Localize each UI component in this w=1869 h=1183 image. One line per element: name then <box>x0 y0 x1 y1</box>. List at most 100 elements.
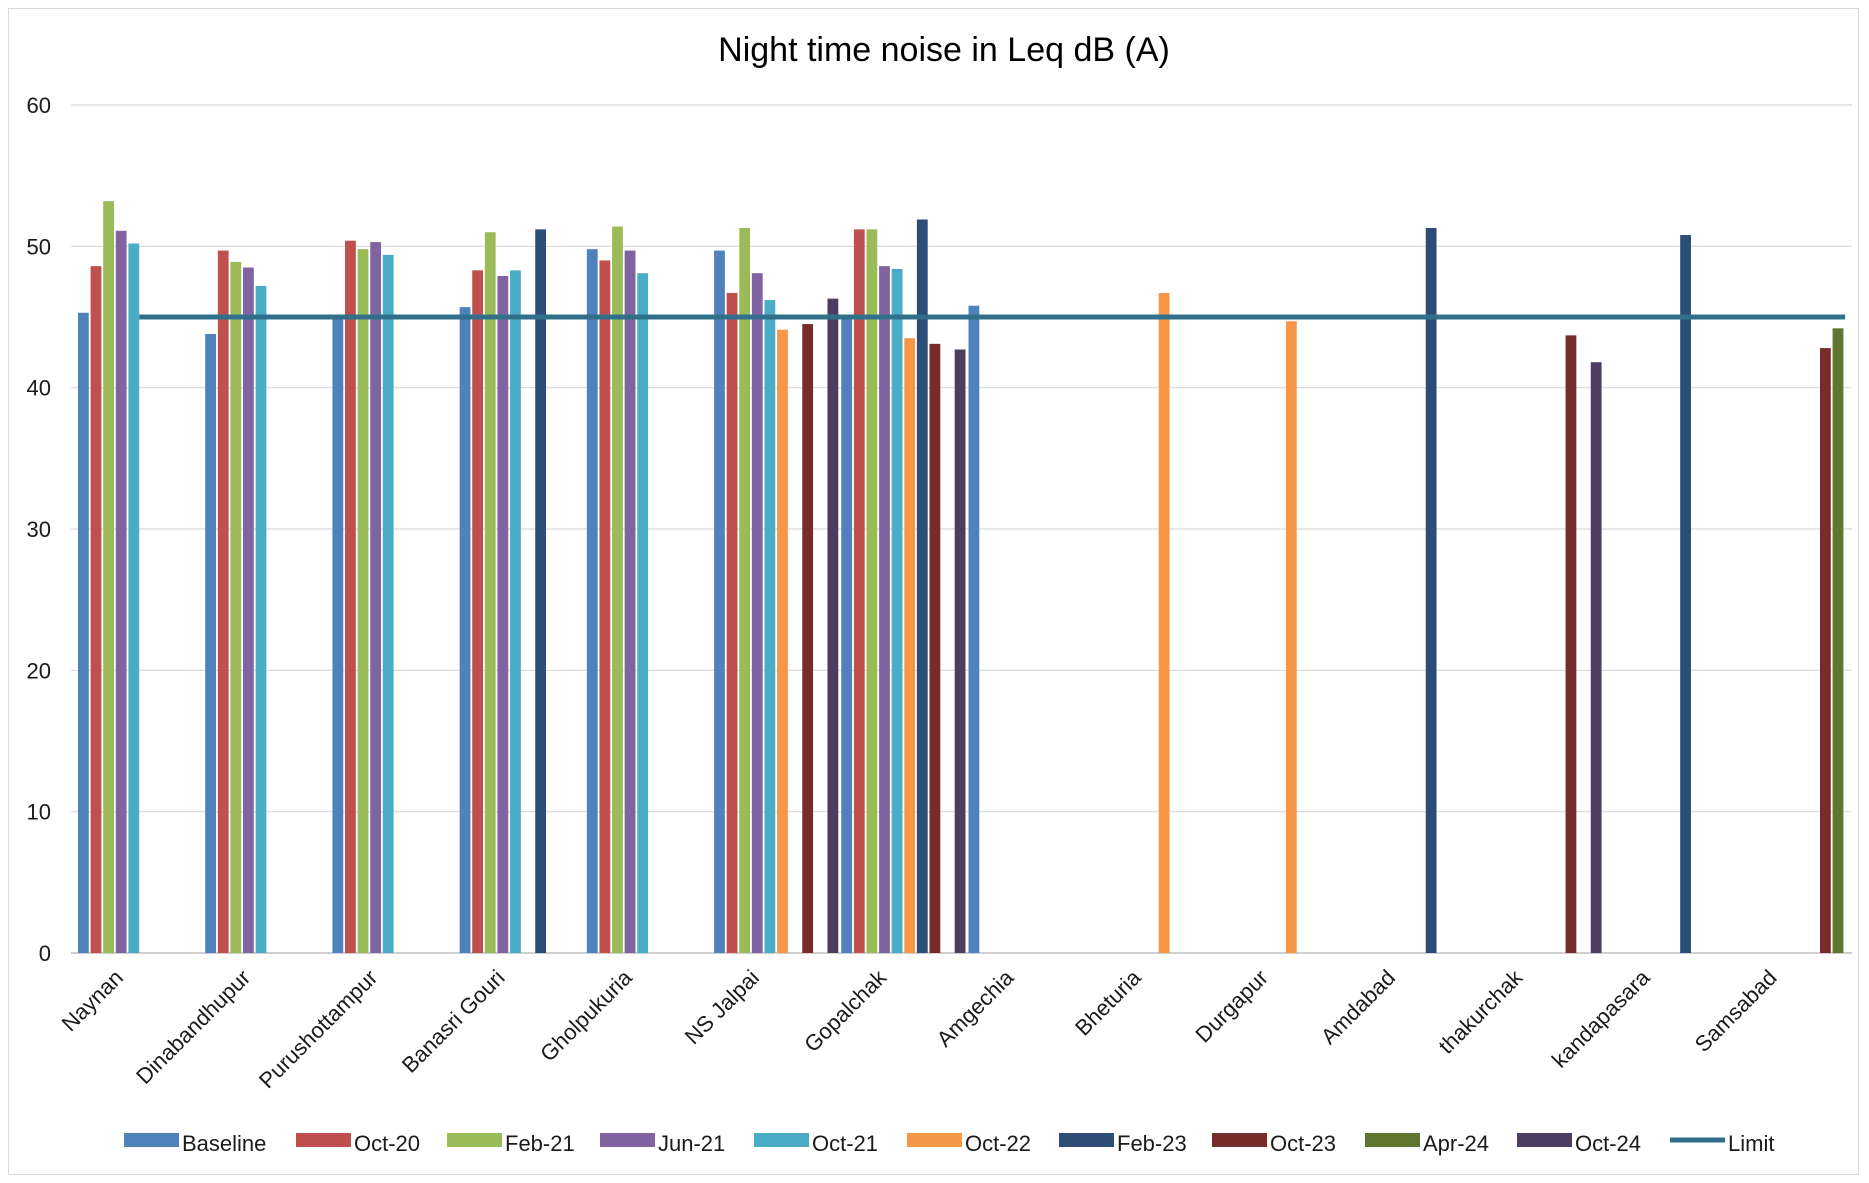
bar-oct-22-6 <box>904 338 916 953</box>
x-tick-label: thakurchak <box>1434 964 1528 1058</box>
bar-feb-21-4 <box>612 226 623 954</box>
bar-baseline-6 <box>841 317 853 953</box>
x-tick-label: Naynan <box>57 965 128 1036</box>
bar-oct-20-5 <box>726 292 738 953</box>
bar-baseline-4 <box>586 249 598 953</box>
legend-label: Feb-21 <box>505 1131 575 1156</box>
bar-oct-20-4 <box>599 260 611 953</box>
bar-jun-21-5 <box>751 273 763 954</box>
y-tick-label: 30 <box>27 517 51 542</box>
bar-baseline-3 <box>459 307 471 953</box>
legend-label: Jun-21 <box>658 1131 725 1156</box>
bar-oct-23-13 <box>1819 348 1831 953</box>
bar-oct-21-2 <box>382 254 394 953</box>
x-tick-label: kandapasara <box>1547 964 1655 1072</box>
bar-feb-21-0 <box>103 201 114 953</box>
bar-oct-21-4 <box>637 273 649 954</box>
y-tick-label: 20 <box>27 658 51 683</box>
bar-jun-21-1 <box>243 267 254 953</box>
bars <box>78 201 1844 954</box>
bar-oct-20-3 <box>472 270 484 953</box>
bar-oct-21-5 <box>764 300 776 953</box>
bar-oct-22-8 <box>1158 292 1170 953</box>
legend-swatch <box>754 1133 809 1147</box>
legend-label: Oct-20 <box>354 1131 420 1156</box>
chart-svg: Night time noise in Leq dB (A) 0 10 20 30 40… <box>27 31 1852 1156</box>
bar-feb-21-2 <box>357 249 369 953</box>
bar-oct-21-0 <box>128 243 140 954</box>
bar-oct-23-5 <box>802 324 814 954</box>
bar-oct-23-6 <box>929 343 941 953</box>
bar-oct-24-6 <box>954 349 966 953</box>
y-axis-ticks: 0 10 20 30 40 50 60 <box>27 93 51 966</box>
legend-swatch <box>907 1133 962 1147</box>
bar-feb-21-6 <box>866 229 878 953</box>
bar-oct-21-6 <box>891 268 903 953</box>
x-tick-label: Amdabad <box>1316 965 1400 1049</box>
bar-oct-24-5 <box>827 298 839 953</box>
bar-oct-21-1 <box>255 285 267 953</box>
bar-feb-21-5 <box>739 227 751 953</box>
bar-jun-21-0 <box>115 230 127 953</box>
x-tick-label: Samsabad <box>1690 965 1782 1057</box>
bar-baseline-2 <box>332 317 344 953</box>
y-tick-label: 0 <box>39 941 51 966</box>
bar-oct-20-2 <box>345 240 356 953</box>
legend-label: Oct-22 <box>965 1131 1031 1156</box>
bar-oct-20-1 <box>217 250 229 953</box>
y-tick-label: 60 <box>27 93 51 118</box>
x-tick-label: Purushottampur <box>254 965 382 1093</box>
bar-jun-21-4 <box>624 250 636 953</box>
x-tick-label: Banasri Gouri <box>397 965 510 1078</box>
legend-swatch <box>600 1133 655 1147</box>
x-tick-label: Amgechia <box>932 964 1019 1051</box>
bar-baseline-1 <box>205 333 217 954</box>
x-tick-label: Dinabandhupur <box>131 965 255 1089</box>
x-tick-label: Durgapur <box>1190 965 1273 1048</box>
bar-feb-21-3 <box>484 232 496 953</box>
legend-swatch <box>1365 1133 1420 1147</box>
bar-baseline-5 <box>714 250 725 953</box>
bar-oct-20-6 <box>853 229 865 953</box>
legend-label: Limit <box>1728 1131 1774 1156</box>
bar-feb-23-6 <box>916 219 928 954</box>
legend-swatch <box>1517 1133 1572 1147</box>
legend-label: Feb-23 <box>1117 1131 1187 1156</box>
legend-swatch <box>1212 1133 1267 1147</box>
bar-jun-21-3 <box>497 276 509 954</box>
bar-feb-23-10 <box>1425 227 1437 953</box>
bar-jun-21-6 <box>879 266 890 953</box>
legend-label: Oct-24 <box>1575 1131 1641 1156</box>
legend-swatch <box>1059 1133 1114 1147</box>
legend-label: Apr-24 <box>1423 1131 1489 1156</box>
legend-swatch <box>124 1133 179 1147</box>
bar-oct-20-0 <box>90 266 102 953</box>
bar-oct-22-9 <box>1285 321 1297 953</box>
legend-label: Oct-23 <box>1270 1131 1336 1156</box>
legend-swatch <box>447 1133 502 1147</box>
chart-title: Night time noise in Leq dB (A) <box>718 31 1170 69</box>
bar-oct-21-3 <box>510 270 521 953</box>
bar-apr-24-13 <box>1832 328 1844 954</box>
bar-baseline-0 <box>78 312 89 953</box>
y-tick-label: 10 <box>27 800 51 825</box>
x-tick-label: Gholpukuria <box>535 964 637 1066</box>
legend-label: Oct-21 <box>812 1131 878 1156</box>
bar-feb-23-12 <box>1680 235 1691 953</box>
legend-label: Baseline <box>182 1131 266 1156</box>
bar-oct-22-5 <box>777 329 788 954</box>
chart-frame: Night time noise in Leq dB (A) 0 10 20 30 40… <box>8 8 1859 1175</box>
bar-oct-23-11 <box>1565 335 1577 954</box>
bar-oct-24-11 <box>1590 362 1602 953</box>
y-tick-label: 40 <box>27 376 51 401</box>
y-tick-label: 50 <box>27 234 51 259</box>
x-tick-label: Bheturia <box>1070 964 1146 1040</box>
bar-feb-21-1 <box>230 261 242 953</box>
legend-swatch <box>296 1133 351 1147</box>
x-tick-label: Gopalchak <box>799 964 892 1057</box>
x-tick-label: NS Jalpai <box>680 965 764 1049</box>
bar-feb-23-3 <box>535 229 547 953</box>
bar-jun-21-2 <box>370 242 382 954</box>
bar-baseline-7 <box>968 305 980 953</box>
